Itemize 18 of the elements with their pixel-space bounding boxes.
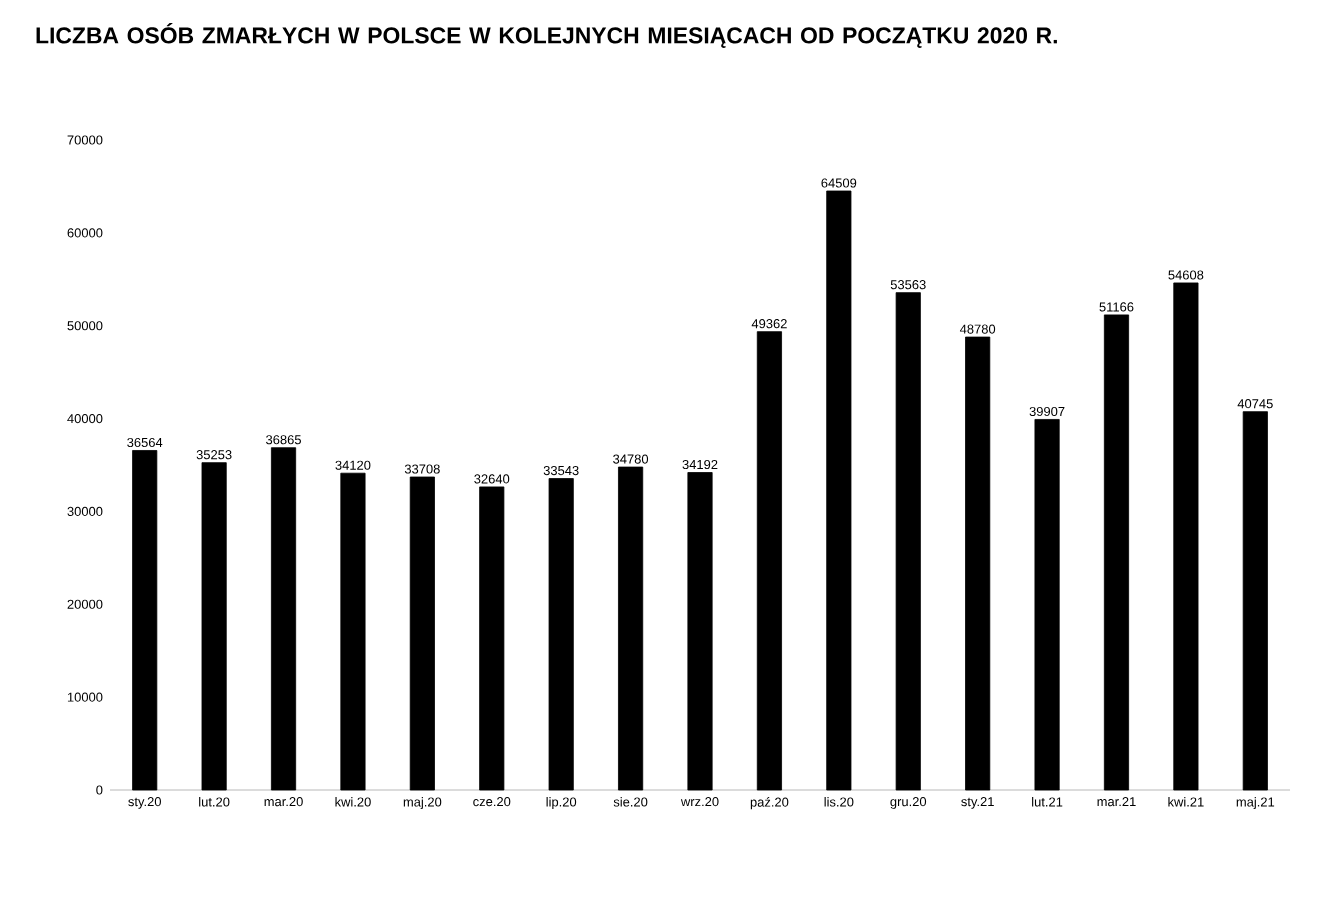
bar <box>132 450 158 791</box>
bar <box>409 476 435 791</box>
bar <box>340 472 366 791</box>
bar <box>687 472 713 791</box>
bar <box>618 466 644 791</box>
bar <box>1034 419 1060 791</box>
bar <box>548 478 574 791</box>
bar <box>756 331 782 791</box>
bar <box>895 292 921 791</box>
bar <box>1173 282 1199 791</box>
bar <box>479 486 505 791</box>
bar <box>1242 411 1268 791</box>
bar <box>270 447 297 791</box>
bar <box>1103 314 1130 791</box>
bar <box>201 462 227 791</box>
bar <box>965 336 991 791</box>
chart-title: LICZBA OSÓB ZMARŁYCH W POLSCE W KOLEJNYCH MIESIĄCACH OD POCZĄTKU 2020 R. <box>36 23 1057 48</box>
bar <box>826 190 852 791</box>
